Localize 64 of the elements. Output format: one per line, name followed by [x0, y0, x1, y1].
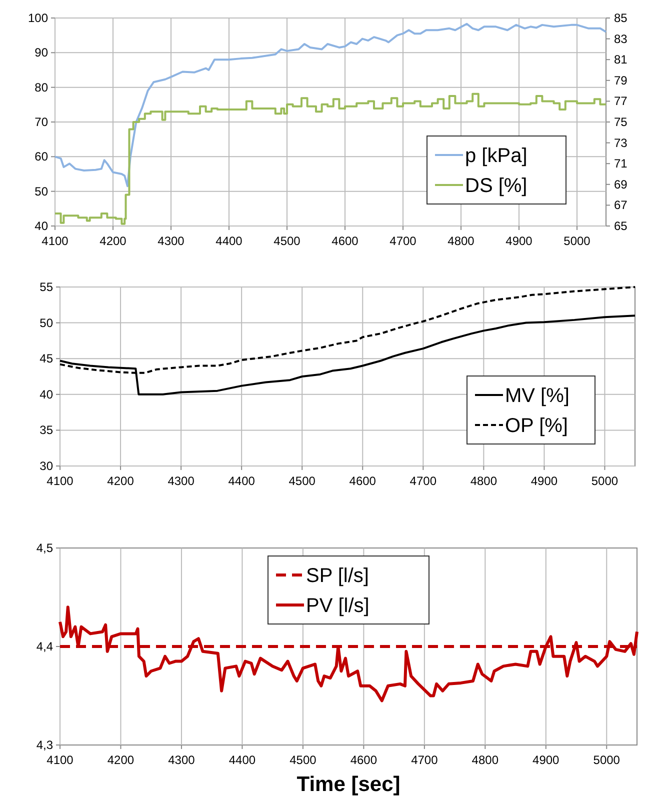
x-tick-label: 4900 — [532, 753, 560, 767]
x-tick-label: 4800 — [448, 234, 475, 248]
x-tick-label: 4300 — [158, 234, 185, 248]
x-tick-label: 4600 — [332, 234, 359, 248]
y-tick-label: 70 — [34, 115, 48, 129]
y-tick-label: 100 — [28, 11, 48, 25]
legend-label: DS [%] — [465, 175, 528, 197]
x-tick-label: 4500 — [274, 234, 301, 248]
x-tick-label: 4500 — [290, 753, 317, 767]
y2-tick-label: 71 — [614, 156, 628, 171]
y2-tick-label: 69 — [614, 177, 628, 192]
y-tick-label: 30 — [40, 459, 54, 473]
x-tick-label: 4700 — [411, 753, 438, 767]
y2-tick-label: 79 — [614, 73, 628, 88]
y2-tick-label: 67 — [614, 198, 628, 212]
y-tick-label: 55 — [40, 280, 54, 294]
y-tick-label: 40 — [40, 387, 54, 402]
x-tick-label: 4400 — [228, 474, 256, 488]
x-tick-label: 4300 — [168, 753, 196, 767]
legend-label: SP [l/s] — [306, 565, 369, 587]
x-tick-label: 4600 — [350, 753, 378, 767]
y-tick-label: 4,4 — [36, 640, 54, 654]
y-tick-label: 35 — [40, 423, 54, 438]
y-tick-label: 45 — [40, 352, 54, 366]
legend-label: MV [%] — [505, 385, 570, 407]
x-tick-label: 4700 — [390, 234, 417, 248]
y-tick-label: 80 — [34, 80, 48, 94]
y2-tick-label: 73 — [614, 136, 628, 150]
y-tick-label: 4,5 — [36, 541, 54, 555]
y-tick-label: 90 — [34, 46, 48, 60]
y-tick-label: 40 — [34, 219, 48, 233]
x-tick-label: 4100 — [46, 753, 74, 767]
y-tick-label: 50 — [40, 316, 54, 330]
y-tick-label: 60 — [34, 150, 48, 164]
x-tick-label: 4700 — [410, 474, 437, 488]
y2-tick-label: 83 — [614, 32, 628, 46]
legend-label: OP [%] — [505, 415, 568, 437]
legend-label: p [kPa] — [465, 145, 528, 167]
y-tick-label: 50 — [34, 184, 48, 198]
x-tick-label: 4900 — [530, 474, 558, 488]
legend-label: PV [l/s] — [306, 595, 370, 617]
x-tick-label: 4800 — [470, 474, 498, 488]
x-tick-label: 4300 — [168, 474, 195, 488]
y2-tick-label: 65 — [614, 219, 628, 233]
x-tick-label: 5000 — [593, 753, 620, 767]
x-tick-label: 5000 — [591, 474, 618, 488]
x-tick-label: 4400 — [216, 234, 243, 248]
y2-tick-label: 81 — [614, 52, 628, 67]
x-tick-label: 4200 — [100, 234, 127, 248]
x-tick-label: 4100 — [42, 234, 69, 248]
x-tick-label: 4400 — [228, 753, 256, 767]
x-tick-label: 4100 — [46, 474, 74, 488]
x-tick-label: 5000 — [564, 234, 591, 248]
y2-tick-label: 85 — [614, 11, 628, 25]
x-tick-label: 4200 — [107, 474, 134, 488]
y2-tick-label: 75 — [614, 115, 628, 129]
y2-tick-label: 77 — [614, 94, 628, 108]
x-tick-label: 4200 — [107, 753, 134, 767]
x-axis-title: Time [sec] — [296, 773, 400, 796]
y-tick-label: 4,3 — [36, 738, 54, 752]
x-tick-label: 4600 — [349, 474, 376, 488]
x-tick-label: 4500 — [288, 474, 316, 488]
x-tick-label: 4800 — [472, 753, 499, 767]
x-tick-label: 4900 — [506, 234, 533, 248]
